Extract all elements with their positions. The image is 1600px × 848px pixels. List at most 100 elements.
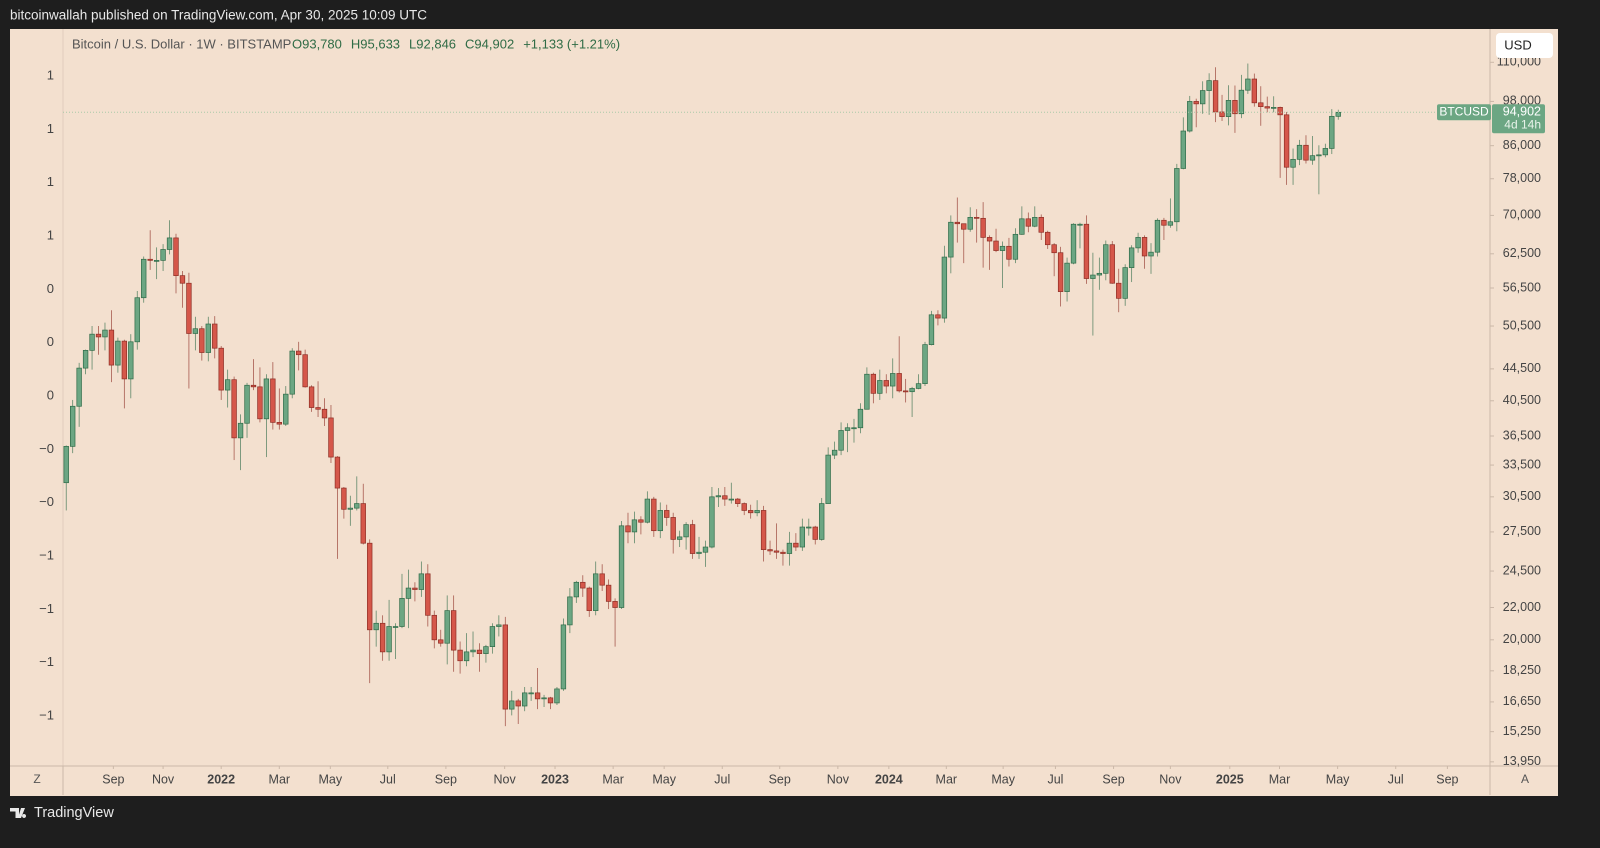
candle-body [425, 573, 431, 616]
candle-body [1251, 78, 1257, 104]
candle-body [522, 692, 528, 707]
candle-body [1057, 252, 1064, 292]
candle-body [864, 373, 870, 410]
auto-scale-button[interactable]: A [1521, 772, 1529, 786]
candle-body [431, 614, 437, 641]
ohlc-value: H95,633 [351, 36, 400, 51]
left-axis-label: −0 [39, 441, 54, 456]
candle-body [986, 237, 993, 242]
candle-body [1096, 272, 1103, 276]
candle-body [496, 624, 502, 627]
candle-body [651, 498, 657, 532]
y-tick-label: 40,500 [1503, 393, 1541, 407]
candle-body [973, 216, 980, 219]
candle-body [1258, 102, 1264, 107]
candle-body [360, 503, 366, 544]
candle-body [890, 373, 896, 387]
left-axis-label: 1 [47, 67, 54, 82]
plot [63, 63, 1490, 727]
candle-body [715, 495, 722, 498]
candle-body [877, 380, 883, 394]
publisher: bitcoinwallah published on TradingView.c… [10, 8, 427, 23]
candle-body [192, 328, 199, 334]
candle-body [1128, 247, 1135, 268]
candle-body [244, 384, 250, 424]
x-tick-label: Nov [152, 772, 175, 786]
candle-body [82, 350, 89, 369]
left-axis-label: 0 [47, 334, 54, 349]
y-tick-label: 36,500 [1503, 428, 1541, 442]
candle-body [367, 542, 373, 631]
candle-body [696, 551, 702, 554]
y-tick-label: 56,500 [1503, 280, 1541, 294]
candle-body [993, 240, 999, 251]
candle-body [141, 258, 147, 299]
candle-body [741, 503, 747, 511]
candle-body [625, 525, 631, 533]
candle-body [438, 639, 444, 644]
candle-body [1322, 148, 1329, 156]
candle-body [1271, 106, 1277, 109]
y-tick-label: 18,250 [1503, 663, 1541, 677]
ohlc-value: +1,133 (+1.21%) [523, 36, 620, 51]
candle-body [334, 456, 341, 489]
right-axis [1490, 29, 1558, 766]
candle-body [218, 347, 224, 391]
y-tick-label: 16,650 [1503, 694, 1541, 708]
x-tick-label: Jul [1388, 772, 1404, 786]
candle-body [1167, 221, 1174, 226]
candle-body [166, 237, 173, 250]
symbol-tag-bg [1437, 104, 1491, 121]
candle-body [1135, 237, 1141, 249]
candle-body [470, 649, 476, 653]
candle-body [173, 237, 179, 276]
left-axis-label: 1 [47, 174, 54, 189]
brand-logo [10, 808, 27, 818]
candle-body [999, 245, 1006, 251]
candle-body [793, 542, 799, 548]
candle-body [1116, 282, 1122, 299]
y-tick-label: 62,500 [1503, 246, 1541, 260]
symbol-tag: BTCUSD [1439, 104, 1489, 118]
candle-body [1187, 101, 1193, 132]
candle-body [250, 384, 257, 388]
candle-body [308, 386, 315, 408]
candle-body [870, 373, 877, 394]
candle-body [341, 487, 347, 510]
candle-body [844, 427, 851, 431]
candle-body [922, 344, 928, 385]
candle-body [1193, 101, 1199, 105]
y-tick-label: 13,950 [1503, 754, 1541, 768]
candle-body [153, 260, 160, 262]
candle-body [1303, 144, 1309, 161]
candle-body [379, 622, 386, 653]
candle-body [631, 519, 638, 533]
candle-body [1238, 89, 1245, 115]
candle-body [1206, 80, 1212, 91]
timezone-button[interactable]: Z [33, 772, 40, 786]
left-axis-label: 1 [47, 227, 54, 242]
axes: 1 1 1 1 0 0 0 −0 −0 −1 −1 −1 −1 110,000 98,000 86,000 78… [39, 55, 1541, 787]
candle-body [1232, 100, 1238, 115]
candle-body [773, 550, 780, 553]
candle-body [786, 542, 793, 554]
candle-body [1090, 274, 1096, 279]
candle-body [270, 378, 276, 423]
candle-body [1045, 231, 1051, 246]
candle-body [212, 323, 218, 349]
currency-button[interactable] [1496, 33, 1553, 58]
currency-label[interactable]: USD [1504, 37, 1531, 52]
candle-body [457, 649, 463, 662]
candle-body [102, 329, 108, 338]
candle-body [1180, 130, 1186, 169]
candle-body [392, 626, 399, 628]
candle-body [1006, 245, 1012, 260]
candle-body [89, 333, 95, 351]
candle-body [1148, 251, 1154, 257]
x-tick-label: 2023 [541, 772, 569, 786]
y-tick-label: 33,500 [1503, 457, 1541, 471]
candle-body [831, 449, 838, 456]
x-tick-label: Jul [714, 772, 730, 786]
candle-body [954, 221, 960, 225]
